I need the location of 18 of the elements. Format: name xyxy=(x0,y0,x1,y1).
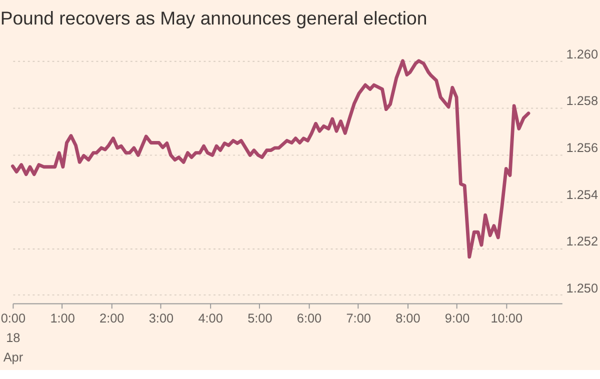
x-tick-label: 10:00 xyxy=(490,311,522,326)
x-tick-label: 2:00 xyxy=(100,311,124,326)
x-tick-label: 1:00 xyxy=(50,311,75,326)
y-tick-label: 1.258 xyxy=(566,94,598,108)
x-tick-label: 0:00 18 Apr xyxy=(0,311,26,364)
y-tick-label: 1.260 xyxy=(566,47,598,62)
chart-title: Pound recovers as May announces general election xyxy=(0,8,428,29)
y-tick-label: 1.254 xyxy=(566,188,598,202)
x-tick-label: 8:00 xyxy=(396,311,420,326)
x-tick-label: 7:00 xyxy=(346,311,371,326)
x-tick-label: 9:00 xyxy=(444,311,470,326)
x-tick-label: 6:00 xyxy=(296,311,322,326)
x-tick-label: 3:00 xyxy=(148,311,174,326)
y-tick-label: 1.250 xyxy=(566,281,598,296)
x-tick-label: 5:00 xyxy=(248,311,272,326)
x-tick-label: 4:00 xyxy=(198,311,223,326)
y-tick-label: 1.256 xyxy=(566,141,598,156)
y-tick-label: 1.252 xyxy=(566,234,598,249)
